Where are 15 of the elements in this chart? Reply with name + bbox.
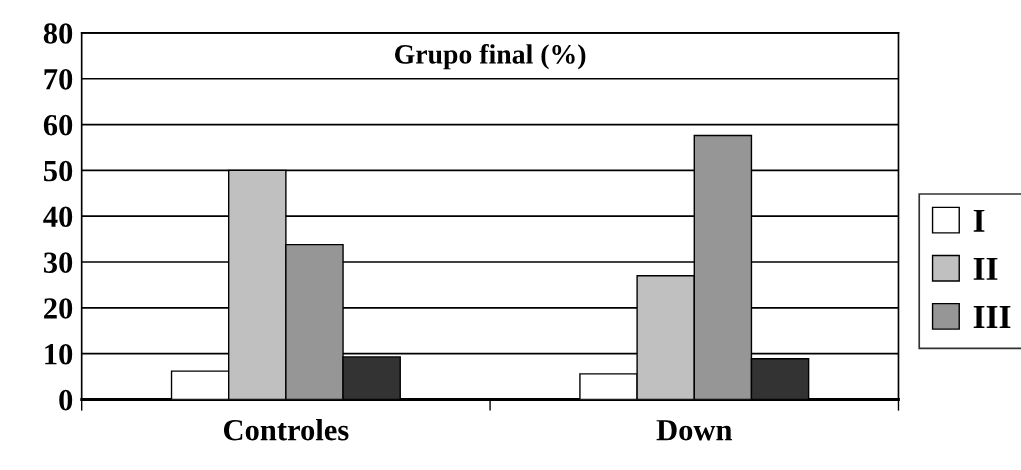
y-tick-label: 80 <box>43 23 73 44</box>
y-tick-label: 40 <box>43 206 73 228</box>
legend-label: I <box>973 209 985 232</box>
legend-label: III <box>973 306 1011 328</box>
y-tick-label: 10 <box>45 343 73 365</box>
y-tick-label: 30 <box>43 252 73 273</box>
y-tick-label: 60 <box>43 114 73 136</box>
x-tick-label: Controles <box>223 418 349 441</box>
y-tick-label: 20 <box>44 298 73 319</box>
y-tick-label: 50 <box>44 160 73 182</box>
y-tick-label: 0 <box>59 389 73 411</box>
legend-label: II <box>973 257 998 280</box>
x-tick-label: Down <box>656 420 733 441</box>
y-tick-label: 70 <box>44 69 73 90</box>
chart-title: Grupo final (%) <box>394 43 586 70</box>
